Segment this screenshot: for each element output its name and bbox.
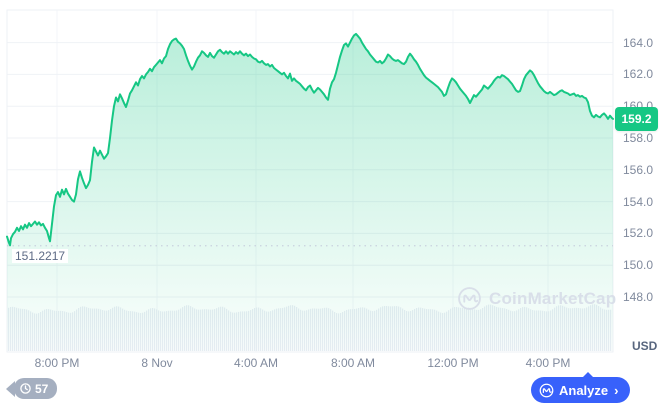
y-axis-tick-label: 150.0 (623, 258, 654, 273)
current-price-badge: 159.2 (615, 106, 658, 131)
x-axis-tick-label: 4:00 AM (233, 356, 279, 370)
analyze-button-label: Analyze (559, 382, 609, 398)
history-count: 57 (35, 381, 49, 396)
history-badge[interactable]: 57 (14, 378, 58, 399)
y-axis-tick-label: 164.0 (623, 35, 654, 50)
low-price-annotation: 151.2217 (12, 248, 69, 263)
y-axis-tick-label: 148.0 (623, 290, 654, 304)
y-axis-tick-label: 156.0 (623, 162, 654, 177)
y-axis-tick-label: 162.0 (623, 67, 654, 82)
analyze-button[interactable]: Analyze › (531, 372, 631, 403)
x-axis-tick-label: 12:00 PM (427, 356, 479, 370)
chevron-right-icon: › (614, 382, 619, 398)
history-clock-icon (20, 383, 31, 394)
x-axis-tick-label: 4:00 PM (525, 356, 571, 370)
x-axis-tick-label: 8:00 PM (34, 356, 80, 370)
analyze-button-tail (582, 372, 594, 378)
y-axis-unit-label: USD (632, 339, 658, 353)
y-axis-tick-label: 158.0 (623, 131, 654, 145)
x-axis-tick-label: 8 Nov (141, 356, 173, 370)
coinmarketcap-logo-icon (539, 383, 554, 397)
y-axis-tick-label: 154.0 (623, 194, 654, 209)
y-axis-tick-label: 152.0 (623, 226, 654, 241)
x-axis-tick-label: 8:00 AM (330, 356, 376, 370)
